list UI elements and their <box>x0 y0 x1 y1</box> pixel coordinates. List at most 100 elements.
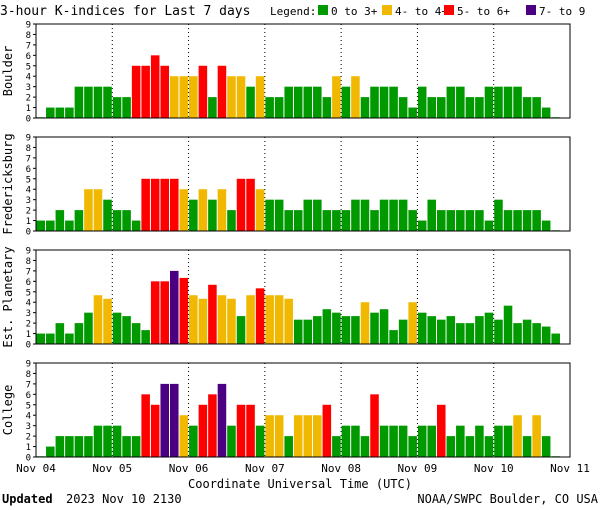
bar <box>503 425 513 457</box>
legend-swatch <box>318 5 328 15</box>
bar <box>522 319 532 344</box>
x-tick-label: Nov 09 <box>398 462 438 475</box>
bar <box>179 76 189 118</box>
y-tick-label: 5 <box>26 62 31 72</box>
x-tick-label: Nov 06 <box>169 462 209 475</box>
bar <box>541 436 551 457</box>
bar <box>437 404 446 457</box>
bar <box>284 298 293 344</box>
bar <box>122 97 131 118</box>
bar <box>236 316 246 344</box>
bar <box>65 107 74 118</box>
bar <box>150 404 160 457</box>
bar <box>179 277 189 344</box>
bar <box>74 86 84 118</box>
bar <box>313 415 322 457</box>
bar <box>541 107 551 118</box>
x-axis-ticks: Nov 04 Nov 05 Nov 06 Nov 07 Nov 08 Nov 09 Nov … <box>16 462 590 475</box>
bar <box>274 97 284 118</box>
bar <box>189 199 198 231</box>
station-label: Est. Planetary <box>1 246 15 347</box>
bar <box>484 436 494 457</box>
bar <box>103 425 112 457</box>
bar <box>322 309 332 344</box>
legend-entry: 7- to 9 <box>539 5 585 18</box>
x-axis-label: Coordinate Universal Time (UTC) <box>188 477 412 491</box>
bar <box>446 210 456 231</box>
bar <box>351 76 360 118</box>
bar <box>284 436 293 457</box>
bar <box>255 189 265 231</box>
y-tick-label: 8 <box>26 370 31 380</box>
bar <box>198 189 208 231</box>
x-tick-label: Nov 11 <box>550 462 590 475</box>
bar <box>341 316 351 344</box>
y-tick-label: 2 <box>26 94 31 104</box>
bar <box>341 425 351 457</box>
bar <box>198 298 208 344</box>
bar <box>112 97 122 118</box>
bar <box>313 199 322 231</box>
bar <box>398 425 408 457</box>
bar <box>532 323 541 344</box>
bar <box>427 199 436 231</box>
y-tick-label: 8 <box>26 144 31 154</box>
bar <box>360 302 370 344</box>
bar <box>332 436 341 457</box>
bar <box>112 425 122 457</box>
bar <box>456 425 465 457</box>
bar <box>332 210 341 231</box>
bar <box>160 281 169 344</box>
bar <box>446 86 456 118</box>
bar <box>341 86 351 118</box>
bar <box>93 295 103 344</box>
bar <box>484 312 494 344</box>
bar <box>227 298 236 344</box>
y-tick-label: 3 <box>26 422 31 432</box>
bar <box>389 425 398 457</box>
bar <box>417 86 427 118</box>
bar <box>437 319 446 344</box>
legend-entry: 4- to 4+ <box>395 5 448 18</box>
bar <box>456 210 465 231</box>
bar <box>160 65 169 118</box>
bar <box>303 86 313 118</box>
bar <box>93 86 103 118</box>
bar <box>150 178 160 231</box>
bar <box>265 295 274 344</box>
bar <box>227 76 236 118</box>
y-tick-label: 4 <box>26 412 31 422</box>
bar <box>112 312 122 344</box>
bar <box>408 210 417 231</box>
y-tick-label: 5 <box>26 288 31 298</box>
x-tick-label: Nov 05 <box>92 462 132 475</box>
bar <box>265 415 274 457</box>
bar <box>484 220 494 231</box>
legend-label: Legend: <box>270 5 316 18</box>
bar <box>246 178 255 231</box>
bar <box>522 97 532 118</box>
legend-entry: 5- to 6+ <box>457 5 510 18</box>
bar <box>74 436 84 457</box>
bar <box>160 383 169 457</box>
bar <box>484 86 494 118</box>
bar <box>131 323 141 344</box>
bar <box>160 178 169 231</box>
bar <box>274 295 284 344</box>
x-tick-label: Nov 07 <box>245 462 285 475</box>
y-tick-label: 1 <box>26 104 31 114</box>
bar <box>236 76 246 118</box>
y-tick-label: 7 <box>26 267 31 277</box>
bar <box>351 425 360 457</box>
bar <box>170 270 179 344</box>
bar <box>122 436 131 457</box>
bar <box>255 288 265 344</box>
bar <box>398 97 408 118</box>
station-label: College <box>1 385 15 436</box>
bar <box>360 97 370 118</box>
panel-frame <box>35 362 571 458</box>
